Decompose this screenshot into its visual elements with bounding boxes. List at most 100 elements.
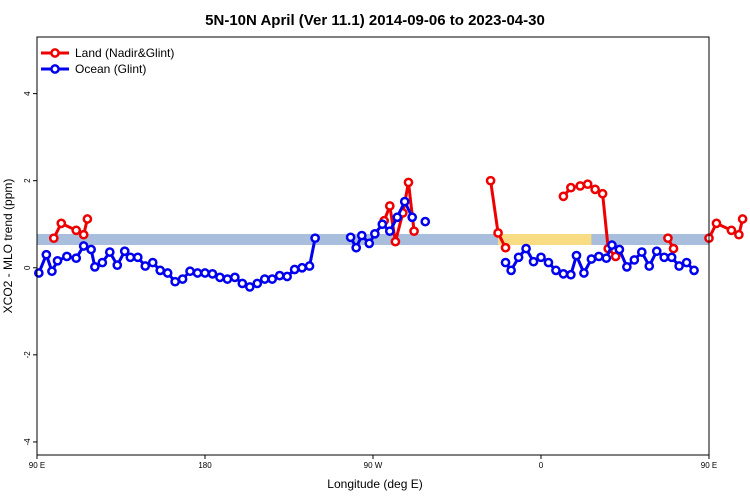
series-1-point [364, 238, 375, 249]
series-1-point [636, 247, 647, 257]
series-1-point [200, 268, 210, 278]
series-0-point [56, 218, 67, 229]
series-0-point [493, 228, 503, 238]
series-1-point [274, 270, 285, 281]
series-1-point [62, 251, 72, 262]
series-1-point [140, 261, 151, 271]
series-0-point [726, 225, 737, 236]
series-1-point [622, 262, 632, 272]
y-axis-label: XCO2 - MLO trend (ppm) [1, 179, 15, 314]
y-tick-label: 4 [23, 91, 32, 96]
series-1-point [86, 244, 96, 255]
series-0-point [575, 181, 586, 191]
series-1-point [147, 257, 158, 268]
series-1-point [586, 254, 597, 264]
series-1-point [192, 268, 203, 278]
series-1-point [377, 219, 388, 230]
y-tick-label: 0 [23, 265, 32, 270]
series-1-point [237, 278, 248, 289]
y-tick-label: -2 [23, 351, 32, 359]
series-1-point [185, 266, 195, 277]
series-1-point [52, 255, 63, 266]
series-1-point [521, 243, 531, 254]
x-tick-label: 180 [198, 461, 212, 470]
series-1-point [289, 264, 300, 275]
series-1-point [177, 274, 188, 284]
series-0-point [558, 191, 569, 202]
series-1-point [513, 252, 524, 263]
series-1-point [392, 212, 403, 223]
legend-label: Land (Nadir&Glint) [75, 46, 174, 60]
series-1-point [267, 274, 278, 284]
series-1-point [571, 250, 582, 261]
series-1-point [543, 257, 554, 268]
series-1-point [528, 256, 539, 267]
series-1-point [370, 228, 380, 239]
series-1-point [97, 257, 108, 268]
series-1-point [132, 252, 143, 263]
series-0-point [48, 233, 59, 244]
series-1-point [125, 252, 136, 263]
series-1-point [681, 257, 692, 268]
series-1-point [356, 230, 367, 241]
series-0-point [610, 251, 621, 262]
series-0-point [485, 175, 496, 186]
series-1-point [215, 272, 225, 283]
series-1-point [407, 212, 418, 223]
series-1-point [594, 251, 604, 262]
legend: Land (Nadir&Glint) Ocean (Glint) [41, 46, 174, 76]
series-1-point [601, 253, 612, 264]
series-0-point [71, 225, 82, 236]
series-0-point [409, 226, 419, 237]
series-1-line-1 [349, 200, 414, 250]
series-1-point [345, 232, 356, 243]
x-tick-label: 0 [539, 461, 544, 470]
series-1-point [689, 265, 699, 276]
series-1-point [207, 269, 218, 279]
series-0-point [663, 233, 673, 244]
series-1-point [170, 276, 180, 287]
series-1-point [551, 265, 561, 276]
series-1-point [536, 252, 546, 263]
series-1-point [500, 257, 511, 268]
series-0-point [711, 218, 722, 229]
series-1-point [78, 241, 89, 251]
series-1-point [297, 262, 307, 273]
legend-marker-1 [50, 64, 60, 74]
series-1-point [90, 262, 100, 272]
series-1-point [34, 268, 44, 278]
series-1-point [579, 268, 589, 278]
series-layer [34, 175, 748, 292]
series-1-point [259, 274, 270, 284]
series-0-point [82, 214, 93, 224]
series-1-point [644, 261, 655, 271]
series-1-point [41, 249, 52, 260]
legend-label: Ocean (Glint) [75, 62, 146, 76]
series-1-point [506, 265, 516, 276]
series-0-point [403, 177, 414, 188]
series-1-point [304, 261, 315, 271]
x-axis: 90 E 180 90 W 0 90 E [29, 455, 717, 470]
series-1-point [230, 272, 240, 283]
x-axis-label: Longitude (deg E) [327, 477, 422, 491]
series-0-point [384, 201, 395, 211]
series-0-point [566, 182, 576, 193]
x-tick-label: 90 E [29, 461, 45, 470]
series-0-point [734, 229, 744, 240]
legend-marker-0 [50, 48, 60, 58]
series-1-point [566, 269, 576, 280]
series-1-point [666, 252, 677, 263]
series-0-point [597, 188, 608, 199]
y-tick-label: -4 [23, 438, 32, 446]
series-1-point [558, 269, 569, 279]
series-0-point [390, 236, 401, 247]
series-1-point [244, 282, 255, 292]
series-0-point [668, 243, 679, 254]
y-tick-label: 2 [23, 178, 32, 183]
series-1-point [310, 233, 320, 244]
series-1-point [112, 260, 123, 271]
series-0-point [582, 179, 593, 190]
series-1-point [252, 278, 263, 289]
series-1-point [282, 271, 292, 282]
